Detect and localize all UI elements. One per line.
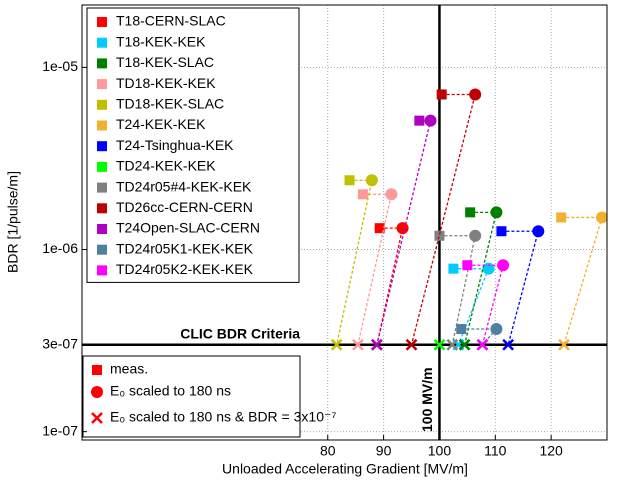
marker-circle	[91, 386, 103, 398]
x-tick-label: 100	[428, 443, 452, 459]
legend-swatch	[97, 141, 107, 152]
series-line	[410, 93, 477, 345]
reference-label: CLIC BDR Criteria	[180, 325, 300, 341]
marker-x	[330, 338, 343, 351]
legend-swatch	[97, 37, 107, 48]
marker-square	[448, 263, 459, 274]
marker-circle	[365, 174, 378, 187]
marker-circle	[532, 225, 545, 238]
marker-square	[434, 230, 445, 241]
legend-label: TD26cc-CERN-CERN	[116, 199, 253, 215]
marker-legend-box	[82, 355, 301, 438]
legend-swatch	[97, 161, 107, 172]
marker-circle	[482, 262, 495, 275]
legend-label: T18-KEK-SLAC	[116, 54, 214, 70]
legend-swatch	[97, 224, 107, 234]
marker-circle	[469, 88, 482, 101]
marker-x	[371, 338, 383, 351]
marker-circle	[469, 229, 482, 242]
marker-x	[433, 338, 446, 351]
marker-x	[352, 338, 364, 351]
legend-label: TD24r05K2-KEK-KEK	[116, 261, 254, 277]
x-tick-label: 80	[320, 443, 336, 459]
legend-swatch	[97, 182, 107, 193]
marker-x	[476, 338, 489, 351]
y-axis-label: BDR [1/pulse/m]	[5, 171, 21, 273]
marker-x	[405, 338, 418, 351]
marker-square	[344, 175, 355, 186]
marker-x	[502, 338, 515, 351]
x-axis-label: Unloaded Accelerating Gradient [MV/m]	[222, 461, 468, 477]
series-line	[357, 193, 393, 345]
legend-swatch	[97, 58, 107, 69]
legend-label: T24Open-SLAC-CERN	[116, 220, 260, 236]
legend-box	[86, 7, 300, 283]
marker-circle	[424, 114, 437, 127]
legend-swatch	[97, 99, 107, 110]
marker-square	[465, 207, 476, 218]
legend-label: TD18-KEK-SLAC	[116, 96, 224, 112]
marker-legend-label: E₀ scaled to 180 ns	[110, 383, 231, 399]
marker-square	[436, 89, 447, 100]
legend-label: T18-KEK-KEK	[116, 33, 206, 49]
legend-swatch	[97, 265, 107, 276]
marker-circle	[396, 222, 409, 235]
legend-label: TD24r05#4-KEK-KEK	[116, 178, 252, 194]
marker-legend-label: meas.	[110, 361, 148, 377]
legend-label: T24-KEK-KEK	[116, 116, 206, 132]
marker-square	[556, 212, 567, 223]
x-tick-label: 90	[376, 443, 392, 459]
marker-x	[91, 412, 103, 424]
legend-label: T24-Tsinghua-KEK	[116, 137, 234, 153]
marker-square	[414, 115, 425, 126]
marker-legend-label: E₀ scaled to 180 ns & BDR = 3x10⁻⁷	[110, 409, 336, 425]
legend-label: T18-CERN-SLAC	[116, 13, 226, 29]
reference-label: 100 MV/m	[419, 367, 435, 432]
legend-label: TD18-KEK-KEK	[116, 75, 216, 91]
legend-swatch	[97, 203, 107, 214]
marker-circle	[490, 323, 503, 336]
marker-circle	[595, 211, 607, 224]
plot-border	[81, 4, 608, 441]
marker-square	[374, 223, 385, 234]
marker-circle	[490, 206, 503, 219]
legend-swatch	[97, 244, 107, 255]
y-tick-label: 1e-06	[42, 240, 78, 256]
marker-circle	[497, 259, 510, 272]
marker-square	[357, 189, 368, 200]
y-tick-label: 3e-07	[42, 335, 78, 351]
marker-square	[496, 226, 507, 237]
legend-swatch	[97, 120, 107, 131]
y-tick-label: 1e-07	[42, 422, 78, 438]
y-tick-label: 1e-05	[42, 58, 78, 74]
marker-square	[456, 324, 467, 335]
legend-label: TD24r05K1-KEK-KEK	[116, 240, 254, 256]
marker-x	[558, 338, 570, 351]
x-tick-label: 110	[484, 443, 507, 459]
legend-swatch	[97, 79, 107, 90]
marker-circle	[385, 188, 398, 201]
legend-label: TD24-KEK-KEK	[116, 158, 216, 174]
marker-square	[92, 365, 102, 375]
marker-square	[462, 260, 473, 271]
x-tick-label: 120	[539, 443, 563, 459]
marker-x	[458, 338, 471, 351]
marker-x	[446, 338, 459, 351]
legend-swatch	[97, 17, 107, 27]
